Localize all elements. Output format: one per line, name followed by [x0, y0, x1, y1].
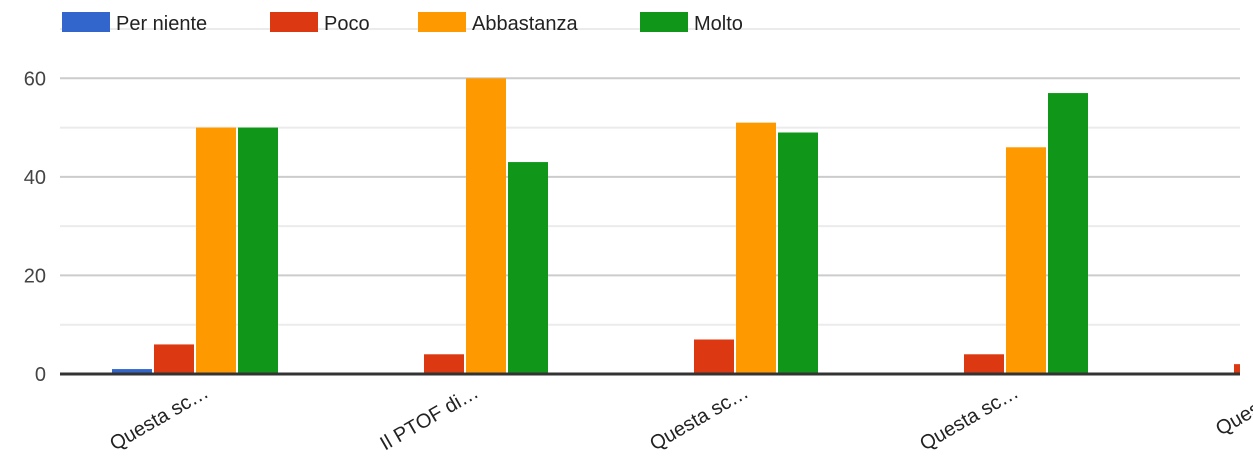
legend-swatch [62, 12, 110, 32]
y-tick-labels: 0 20 40 60 [24, 68, 46, 386]
bar-molto-2[interactable] [778, 132, 818, 375]
y-tick-label: 20 [24, 265, 46, 287]
bar-poco-3[interactable] [964, 354, 1004, 374]
bar-poco-1[interactable] [424, 354, 464, 374]
bar-molto-1[interactable] [508, 162, 548, 374]
legend-label: Poco [324, 13, 370, 35]
bar-poco-0[interactable] [154, 344, 194, 374]
x-tick-label: Questa sc… [916, 381, 1022, 455]
bar-abbastanza-0[interactable] [196, 127, 236, 374]
y-tick-label: 40 [24, 167, 46, 189]
bar-abbastanza-2[interactable] [736, 122, 776, 375]
legend-swatch [270, 12, 318, 32]
y-tick-label: 60 [24, 68, 46, 90]
legend: Per niente Poco Abbastanza Molto [62, 12, 743, 35]
legend-label: Molto [694, 13, 743, 35]
legend-item-abbastanza[interactable]: Abbastanza [418, 12, 579, 35]
legend-swatch [640, 12, 688, 32]
x-tick-label: Questa sc… [646, 381, 752, 455]
bar-abbastanza-1[interactable] [466, 78, 506, 375]
legend-item-per-niente[interactable]: Per niente [62, 12, 207, 35]
x-tick-label: Il PTOF di… [377, 381, 483, 455]
x-tick-label: Questa s [1212, 381, 1253, 440]
legend-label: Abbastanza [472, 13, 579, 35]
x-tick-label: Questa sc… [106, 381, 212, 455]
bar-per-niente-0[interactable] [112, 369, 152, 374]
y-tick-label: 0 [35, 364, 46, 386]
bars [112, 78, 1240, 375]
legend-item-molto[interactable]: Molto [640, 12, 743, 35]
bar-poco-2[interactable] [694, 339, 734, 375]
legend-item-poco[interactable]: Poco [270, 12, 370, 35]
legend-label: Per niente [116, 13, 207, 35]
bar-molto-0[interactable] [238, 127, 278, 374]
bar-poco-4[interactable] [1234, 364, 1240, 374]
bar-molto-3[interactable] [1048, 93, 1088, 375]
bar-abbastanza-3[interactable] [1006, 147, 1046, 374]
legend-swatch [418, 12, 466, 32]
x-tick-labels: Questa sc… Il PTOF di… Questa sc… Questa sc… [106, 381, 1253, 455]
